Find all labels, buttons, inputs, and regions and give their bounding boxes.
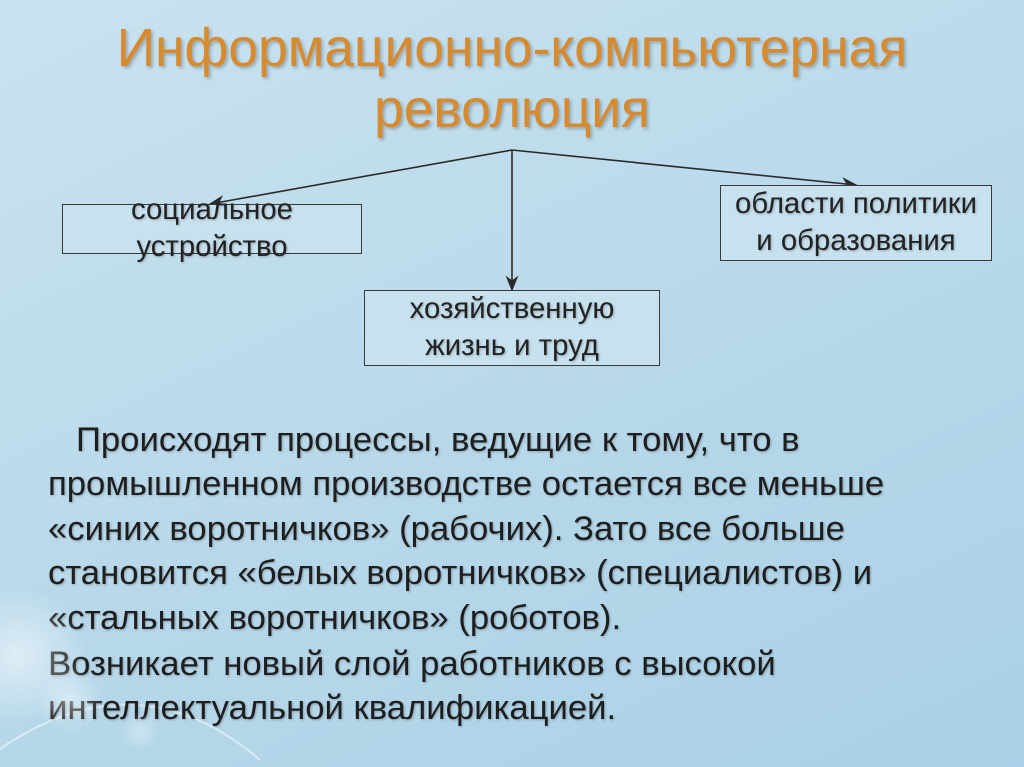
body-paragraph-2: Возникает новый слой работников с высоко… [48, 642, 978, 731]
arrow-to-politics [512, 150, 856, 185]
slide: Информационно-компьютерная революция соц… [0, 0, 1024, 767]
body-text: Происходят процессы, ведущие к тому, что… [48, 418, 978, 733]
slide-title: Информационно-компьютерная революция [0, 18, 1024, 141]
node-social: социальное устройство [62, 204, 362, 254]
node-economy: хозяйственную жизнь и труд [364, 290, 660, 366]
body-paragraph-1: Происходят процессы, ведущие к тому, что… [48, 418, 978, 640]
node-politics: области политики и образования [720, 185, 992, 261]
